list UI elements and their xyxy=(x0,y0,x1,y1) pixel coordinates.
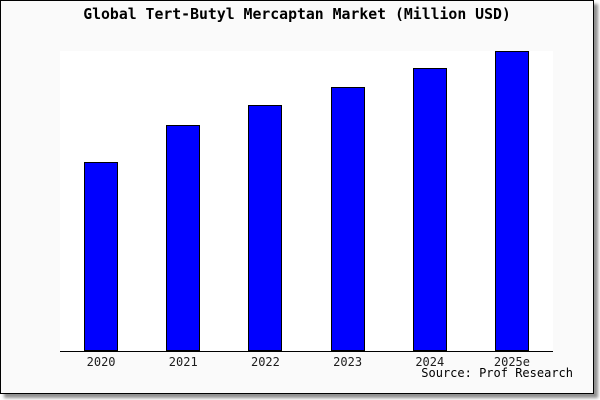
bar-slot-2021 xyxy=(142,51,224,351)
bar-slot-2024 xyxy=(389,51,471,351)
x-tick-label-2023: 2023 xyxy=(333,355,363,369)
bar-2021 xyxy=(166,125,201,351)
chart-title: Global Tert-Butyl Mercaptan Market (Mill… xyxy=(83,6,511,23)
bar-2020 xyxy=(84,162,119,351)
bar-2023 xyxy=(330,87,365,351)
x-axis-tick-labels: 2020 2021 2022 2023 2024 2025e xyxy=(60,355,553,369)
x-tick-label-2020: 2020 xyxy=(86,355,116,369)
plot-area xyxy=(60,51,553,352)
bar-slot-2023 xyxy=(307,51,389,351)
bar-2022 xyxy=(248,105,283,351)
x-tick-label-2021: 2021 xyxy=(168,355,198,369)
source-note: Source: Prof Research xyxy=(421,366,573,380)
bar-slot-2022 xyxy=(224,51,306,351)
x-tick-label-2024: 2024 xyxy=(415,355,445,369)
x-tick-label-2025e: 2025e xyxy=(493,355,530,369)
bar-2025e xyxy=(494,51,529,351)
x-tick-label-2022: 2022 xyxy=(250,355,280,369)
bar-slot-2020 xyxy=(60,51,142,351)
bar-slot-2025e xyxy=(471,51,553,351)
bar-series xyxy=(60,51,553,351)
bar-2024 xyxy=(412,68,447,351)
chart-card: Global Tert-Butyl Mercaptan Market (Mill… xyxy=(0,0,594,394)
